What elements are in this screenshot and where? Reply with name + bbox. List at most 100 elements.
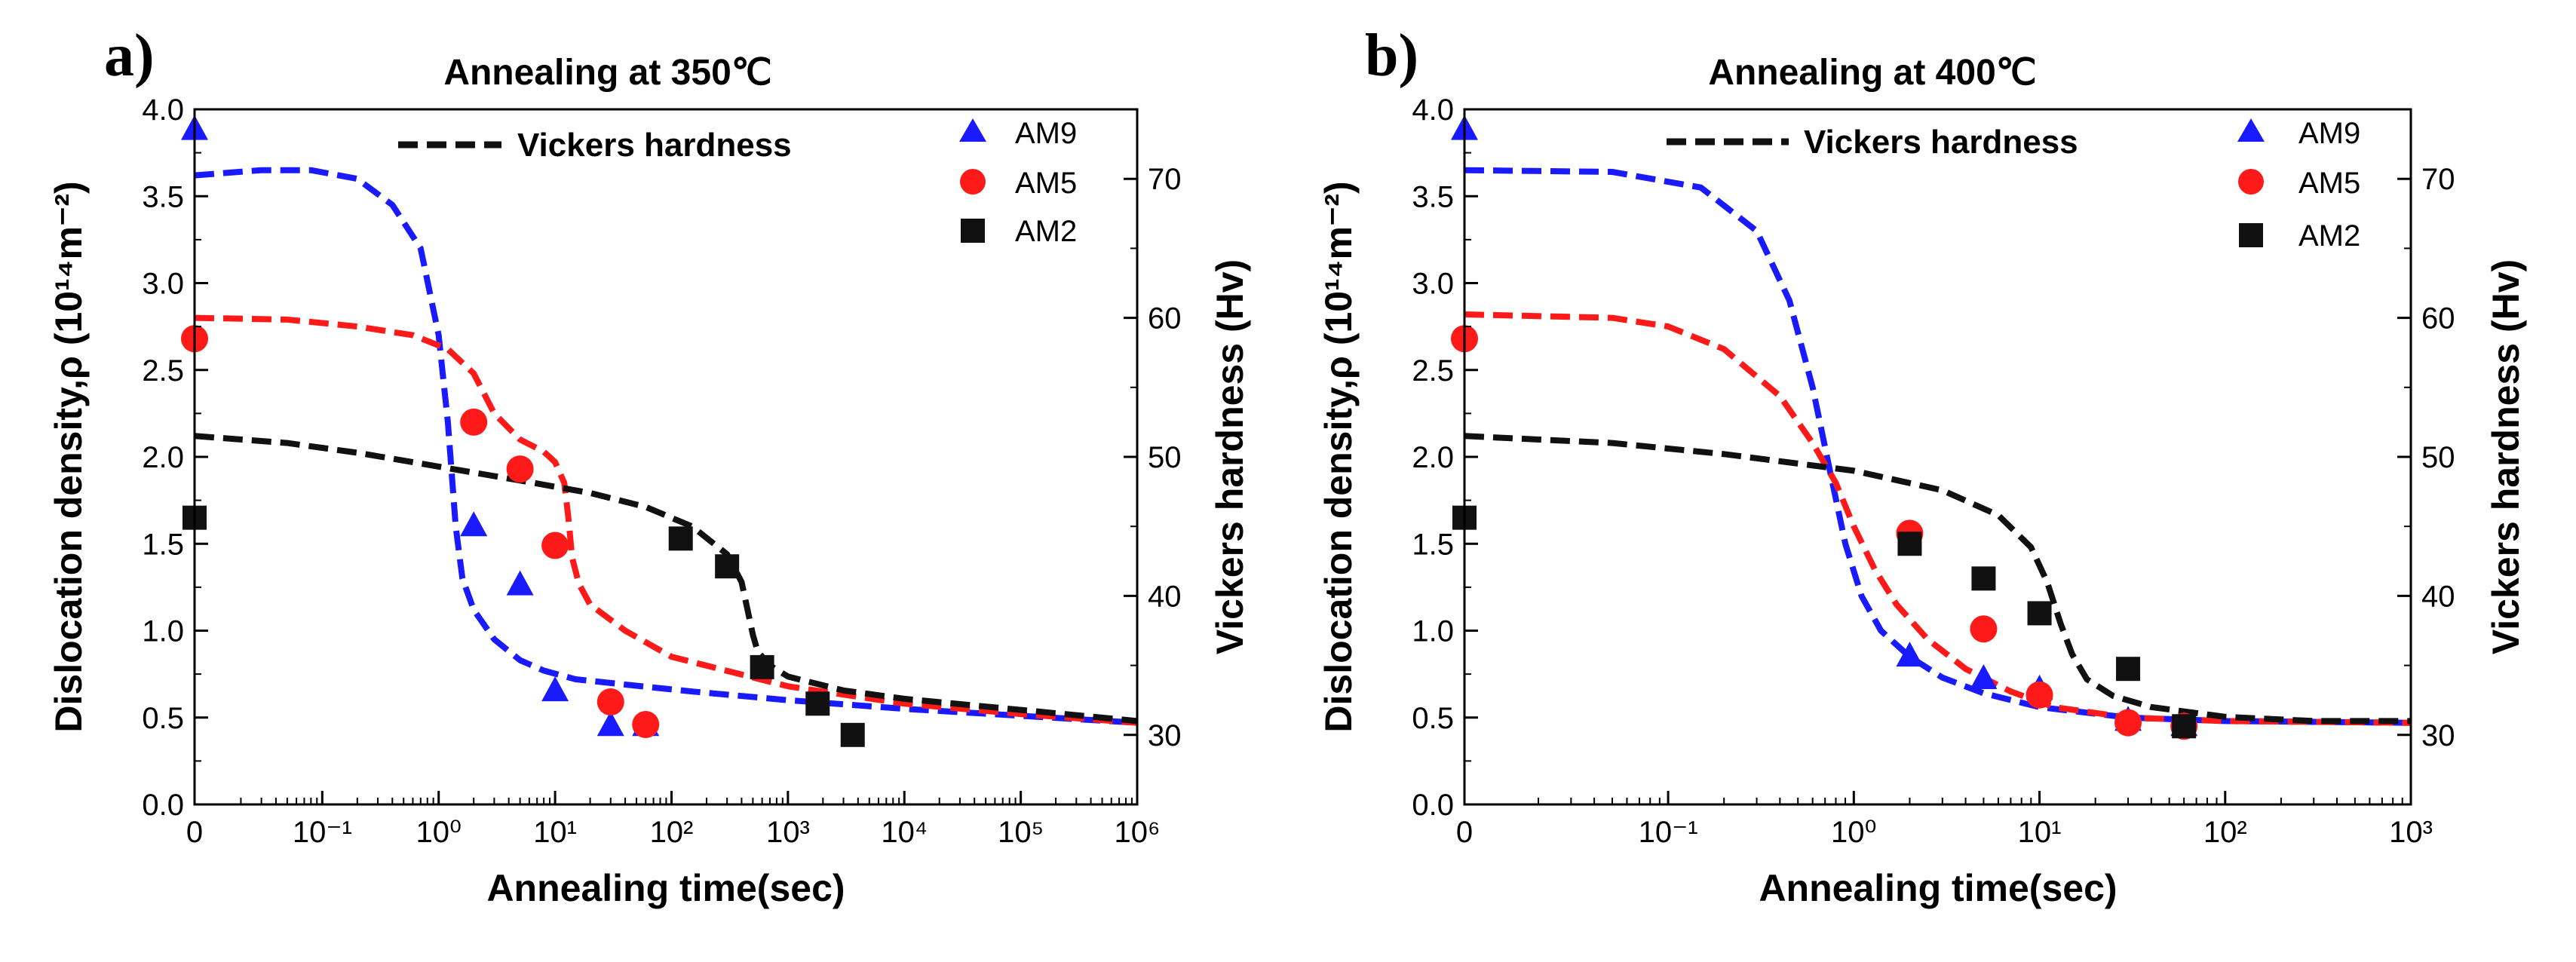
panel-b-x-axis-title: Annealing time(sec) <box>1759 867 2117 909</box>
x-tick-label: 10² <box>650 816 694 849</box>
legend-am9-marker <box>959 118 986 142</box>
y-tick-label: 0.0 <box>1412 789 1454 822</box>
y2-tick-label: 40 <box>1148 580 1182 613</box>
y2-tick-label: 50 <box>1148 441 1182 474</box>
am9-point <box>541 676 569 702</box>
legend-am2-label: AM2 <box>2298 219 2360 253</box>
y-tick-label: 4.0 <box>1412 93 1454 127</box>
legend-am5-marker <box>2238 169 2264 195</box>
panel-a-plot-area <box>181 108 1139 806</box>
y2-tick-label: 30 <box>2421 719 2455 752</box>
y-tick-label: 1.5 <box>142 528 184 561</box>
legend-am2-marker <box>2239 223 2263 247</box>
y2-tick-label: 70 <box>2421 163 2455 196</box>
y2-tick-label: 60 <box>1148 302 1182 335</box>
am5-point <box>541 532 569 559</box>
am9-fit-line <box>194 167 1138 726</box>
am9-point <box>1970 664 1998 690</box>
legend-am2-label: AM2 <box>1015 215 1077 248</box>
panel-a-letter: a) <box>104 23 155 89</box>
panel-b-y2-axis-title: Vickers hardness (Hv) <box>2485 259 2527 654</box>
panel-a-y2-axis: 30 40 50 60 70 <box>1124 163 1182 752</box>
y-tick-label: 0.5 <box>1412 702 1454 735</box>
am5-point <box>596 688 624 716</box>
legend-vickers-label: Vickers hardness <box>517 127 792 164</box>
y-tick-label: 2.5 <box>1412 354 1454 388</box>
panel-a-y2-axis-title: Vickers hardness (Hv) <box>1209 259 1251 654</box>
am9-point <box>460 511 488 537</box>
panel-a-y-axis-title: Dislocation density,ρ (10¹⁴m⁻²) <box>48 181 90 732</box>
panel-b-title: Annealing at 400℃ <box>1708 53 2036 93</box>
y-tick-label: 0.5 <box>142 702 184 735</box>
am5-fit-line <box>194 314 1138 726</box>
x-tick-label: 10⁴ <box>881 816 928 849</box>
am2-point <box>2116 657 2141 682</box>
am2-point <box>2172 714 2197 739</box>
am2-point <box>668 526 693 551</box>
am2-point <box>1971 566 1996 591</box>
am5-point <box>506 455 534 483</box>
y-tick-label: 3.0 <box>142 268 184 301</box>
panel-b: b) Annealing at 400℃ 0 10⁻¹ 10⁰ 10¹ 10² 10³ 0… <box>1317 23 2527 909</box>
panel-a-title: Annealing at 350℃ <box>443 53 771 93</box>
panel-a-x-axis-title: Annealing time(sec) <box>486 867 845 909</box>
x-tick-label: 10⁻¹ <box>293 816 352 849</box>
y-tick-label: 1.5 <box>1412 528 1454 561</box>
y2-tick-label: 70 <box>1148 163 1182 196</box>
y-tick-label: 0.0 <box>142 789 184 822</box>
y-tick-label: 2.0 <box>1412 441 1454 474</box>
x-tick-label: 10¹ <box>2018 816 2062 849</box>
legend-am9-label: AM9 <box>2298 117 2360 150</box>
vickers-hardness-fit-line <box>194 433 1138 725</box>
am2-point <box>1897 532 1922 556</box>
panel-b-y2-axis: 30 40 50 60 70 <box>2397 163 2455 752</box>
y-tick-label: 1.0 <box>142 615 184 648</box>
y-tick-label: 2.0 <box>142 441 184 474</box>
am5-point <box>460 408 488 436</box>
panel-a-y-axis: 0.0 0.5 1.0 1.5 2.0 2.5 3.0 3.5 4.0 <box>142 93 208 822</box>
panel-b-x-axis: 0 10⁻¹ 10⁰ 10¹ 10² 10³ <box>1456 791 2433 849</box>
legend-am9-marker <box>2237 118 2265 142</box>
panel-a-fit-curves <box>194 167 1138 726</box>
am5-fit-line <box>1464 311 2412 726</box>
x-tick-label: 0 <box>1456 816 1473 849</box>
y2-tick-label: 40 <box>2421 580 2455 613</box>
y-tick-label: 4.0 <box>142 93 184 127</box>
x-tick-label: 10³ <box>2389 816 2433 849</box>
legend-vickers-label: Vickers hardness <box>1804 124 2078 161</box>
panel-b-fit-curves <box>1464 167 2412 726</box>
am5-point <box>2114 709 2142 737</box>
y-tick-label: 2.5 <box>142 354 184 388</box>
legend-am2-marker <box>961 219 985 243</box>
x-tick-label: 10³ <box>766 816 810 849</box>
panel-a: a) Annealing at 350℃ 0 10⁻¹ 10⁰ 10¹ 10² 10³ 10… <box>48 23 1251 909</box>
x-tick-label: 10⁶ <box>1115 816 1161 849</box>
am2-point <box>750 654 774 679</box>
legend-am5-marker <box>960 169 986 195</box>
am5-point <box>632 710 660 738</box>
y-tick-label: 3.5 <box>142 180 184 213</box>
panel-b-frame <box>1463 108 2412 806</box>
am9-point <box>1896 642 1924 667</box>
am2-point <box>805 691 830 716</box>
x-tick-label: 10⁰ <box>1831 816 1877 849</box>
x-tick-label: 10¹ <box>533 816 577 849</box>
panel-a-legend: Vickers hardness AM9 AM5 AM2 <box>398 117 1077 248</box>
panel-b-letter: b) <box>1365 23 1418 89</box>
y-tick-label: 3.0 <box>1412 268 1454 301</box>
legend-am9-label: AM9 <box>1015 117 1077 150</box>
am9-point <box>596 711 624 737</box>
am2-point <box>715 554 740 579</box>
panel-b-plot-area <box>1451 108 2412 806</box>
am5-point <box>1970 615 1998 643</box>
panel-a-frame <box>193 108 1139 806</box>
y2-tick-label: 50 <box>2421 441 2455 474</box>
y-tick-label: 3.5 <box>1412 180 1454 213</box>
am2-point <box>2027 601 2052 626</box>
panel-b-legend: Vickers hardness AM9 AM5 AM2 <box>1667 117 2360 253</box>
x-tick-label: 10⁵ <box>998 816 1044 849</box>
panel-a-data-points <box>181 115 865 747</box>
panel-b-y-axis-title: Dislocation density,ρ (10¹⁴m⁻²) <box>1317 181 1360 732</box>
y-tick-label: 1.0 <box>1412 615 1454 648</box>
